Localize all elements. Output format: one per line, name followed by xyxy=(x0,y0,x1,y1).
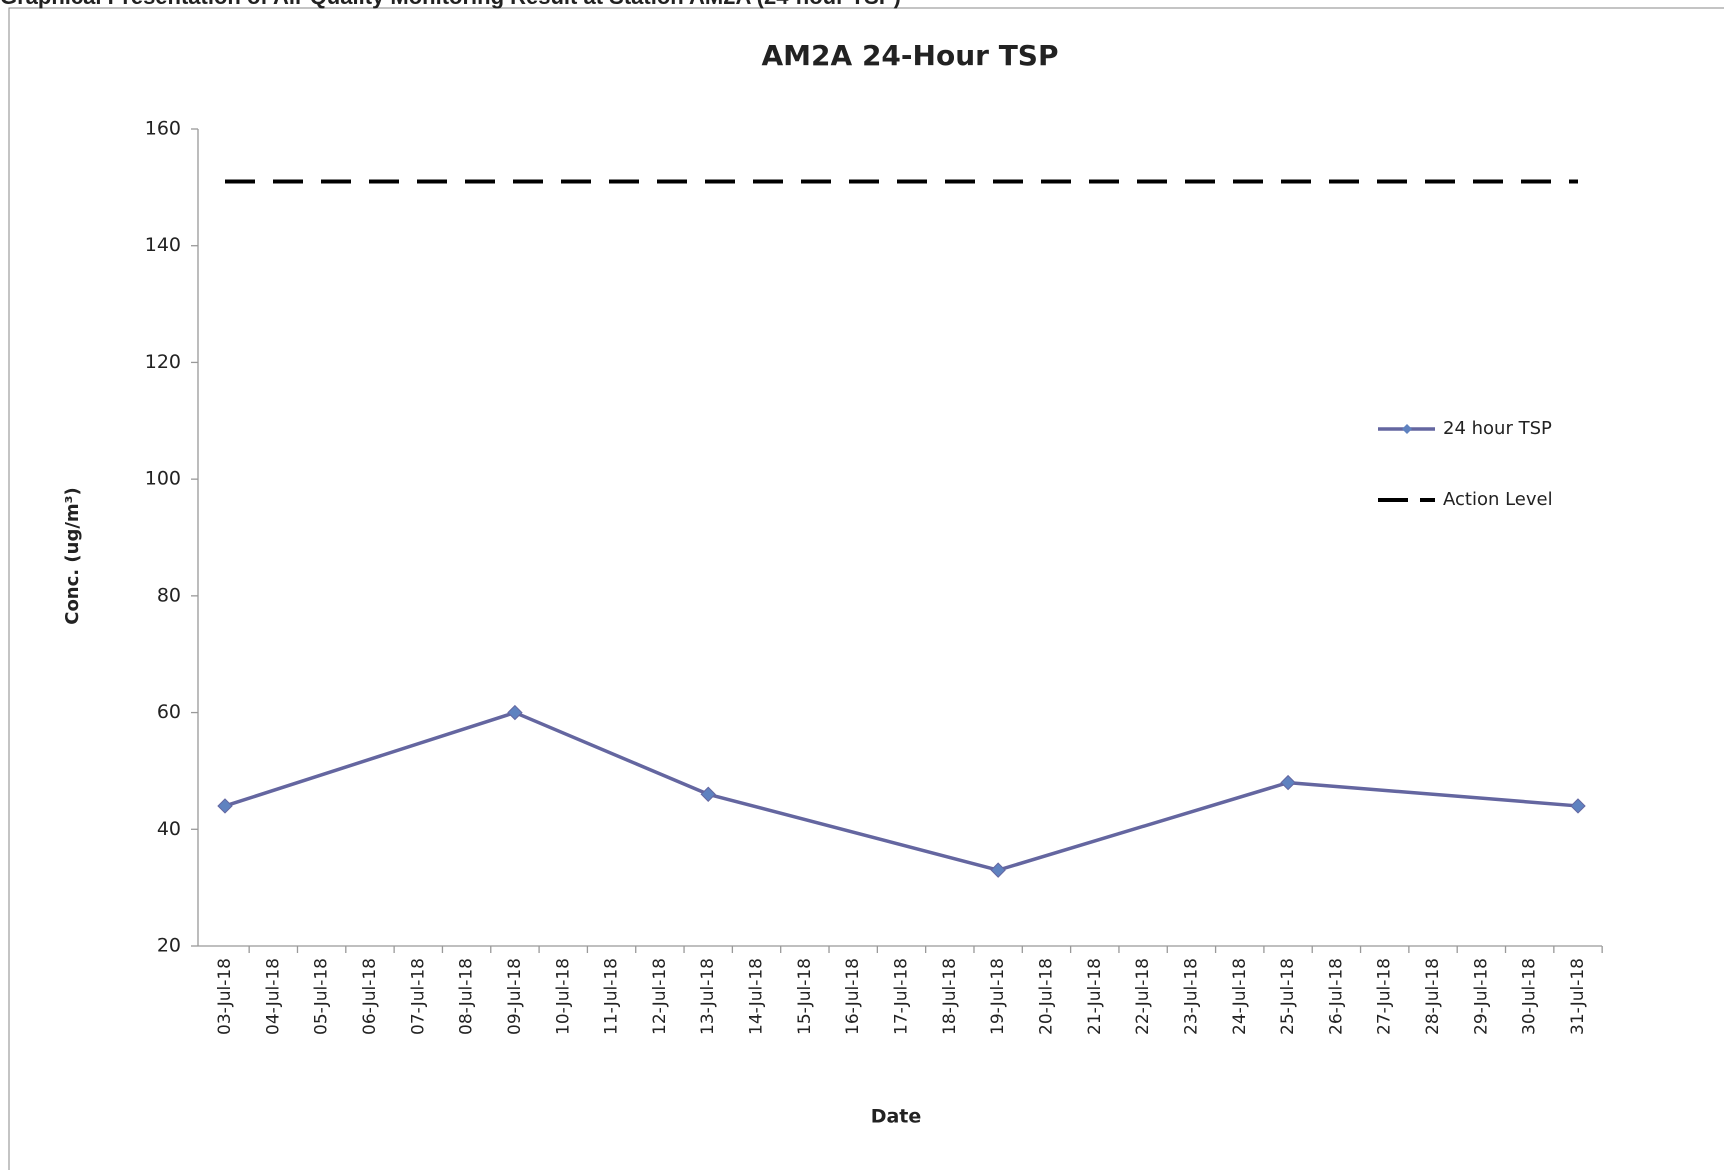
x-tick-label: 27-Jul-18 xyxy=(1375,958,1395,1035)
x-tick-label: 12-Jul-18 xyxy=(650,958,670,1035)
y-tick-label: 80 xyxy=(157,584,181,606)
y-tick-label: 140 xyxy=(145,234,181,256)
x-axis-label: Date xyxy=(871,1106,922,1128)
legend-label: Action Level xyxy=(1443,489,1553,510)
x-tick-label: 05-Jul-18 xyxy=(312,958,332,1035)
page-heading: Graphical Presentation of Air Quality Mo… xyxy=(0,0,901,9)
chart-title: AM2A 24-Hour TSP xyxy=(762,39,1059,72)
y-tick-label: 100 xyxy=(145,468,181,490)
y-tick-label: 60 xyxy=(157,701,181,723)
x-tick-label: 16-Jul-18 xyxy=(843,958,863,1035)
x-tick-label: 29-Jul-18 xyxy=(1471,958,1491,1035)
x-tick-label: 14-Jul-18 xyxy=(747,958,767,1035)
x-tick-label: 24-Jul-18 xyxy=(1230,958,1250,1035)
series-marker xyxy=(217,798,233,814)
x-tick-label: 11-Jul-18 xyxy=(602,958,622,1035)
x-tick-label: 19-Jul-18 xyxy=(988,958,1008,1035)
series-marker xyxy=(1570,798,1586,814)
x-tick-label: 07-Jul-18 xyxy=(408,958,428,1035)
x-tick-label: 10-Jul-18 xyxy=(553,958,573,1035)
x-tick-label: 25-Jul-18 xyxy=(1278,958,1298,1035)
x-tick-label: 04-Jul-18 xyxy=(263,958,283,1035)
x-tick-label: 08-Jul-18 xyxy=(457,958,477,1035)
x-tick-label: 09-Jul-18 xyxy=(505,958,525,1035)
x-tick-label: 13-Jul-18 xyxy=(698,958,718,1035)
x-tick-label: 17-Jul-18 xyxy=(892,958,912,1035)
series-marker xyxy=(507,704,523,721)
chart-frame xyxy=(8,7,1724,1170)
legend-label: 24 hour TSP xyxy=(1443,418,1552,439)
x-tick-label: 22-Jul-18 xyxy=(1133,958,1153,1035)
x-tick-label: 06-Jul-18 xyxy=(360,958,380,1035)
x-tick-label: 18-Jul-18 xyxy=(940,958,960,1035)
x-tick-label: 23-Jul-18 xyxy=(1181,958,1201,1035)
x-tick-label: 31-Jul-18 xyxy=(1568,958,1588,1035)
series-marker xyxy=(1280,774,1296,791)
y-tick-label: 20 xyxy=(157,935,181,957)
x-tick-label: 21-Jul-18 xyxy=(1085,958,1105,1035)
x-tick-label: 28-Jul-18 xyxy=(1423,958,1443,1035)
x-tick-label: 15-Jul-18 xyxy=(795,958,815,1035)
x-tick-label: 03-Jul-18 xyxy=(215,958,235,1035)
x-tick-label: 30-Jul-18 xyxy=(1520,958,1540,1035)
x-tick-label: 26-Jul-18 xyxy=(1326,958,1346,1035)
series-marker xyxy=(700,786,716,802)
y-tick-label: 160 xyxy=(145,118,181,140)
x-tick-label: 20-Jul-18 xyxy=(1036,958,1056,1035)
legend-marker xyxy=(1402,424,1412,434)
series-line xyxy=(224,710,1579,872)
y-axis-label: Conc. (ug/m³) xyxy=(62,487,83,625)
series-marker xyxy=(990,862,1006,878)
y-tick-label: 40 xyxy=(157,818,181,840)
y-tick-label: 120 xyxy=(145,351,181,373)
